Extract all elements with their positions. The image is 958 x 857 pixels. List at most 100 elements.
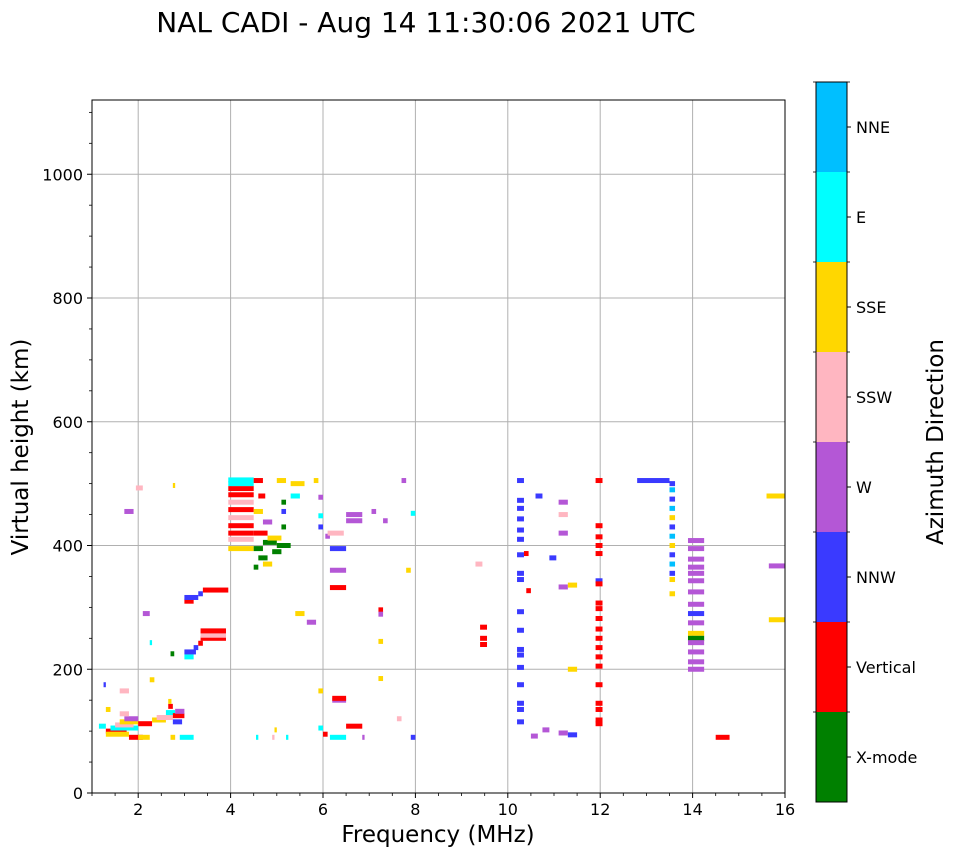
echo-mark-nnw: [669, 496, 676, 502]
echo-mark-w: [687, 649, 705, 655]
echo-mark-vertical: [595, 717, 603, 723]
echo-mark-e: [329, 734, 347, 740]
echo-mark-x-mode: [258, 555, 268, 561]
echo-mark-nnw: [517, 552, 524, 558]
echo-mark-sse: [669, 543, 676, 548]
echo-mark-w: [124, 508, 134, 514]
echo-mark-sse: [669, 577, 676, 583]
echo-mark-sse: [119, 719, 139, 725]
echo-mark-vertical: [253, 530, 268, 536]
echo-mark-sse: [105, 731, 129, 737]
y-tick-label: 400: [52, 537, 83, 556]
echo-mark-vertical: [595, 626, 603, 632]
echo-mark-vertical: [128, 734, 143, 740]
echo-mark-vertical: [523, 551, 529, 557]
echo-mark-w: [687, 546, 705, 552]
echo-mark-nnw: [517, 682, 524, 688]
echo-mark-vertical: [480, 635, 488, 641]
colorbar-segment-x-mode: [816, 712, 847, 802]
colorbar-label-x-mode: X-mode: [856, 748, 917, 767]
echo-mark-sse: [149, 677, 155, 683]
echo-mark-ssw: [119, 688, 129, 694]
x-tick-label: 4: [226, 800, 236, 819]
echo-mark-w: [401, 478, 407, 484]
echo-mark-w: [542, 727, 550, 733]
echo-mark-nnw: [329, 546, 347, 552]
echo-mark-w: [318, 494, 323, 500]
y-tick-label: 600: [52, 413, 83, 432]
echo-mark-sse: [406, 567, 411, 573]
echo-mark-sse: [228, 546, 254, 552]
echo-mark-sse: [253, 508, 263, 514]
colorbar-label-sse: SSE: [856, 298, 886, 317]
echo-mark-e: [149, 640, 153, 646]
echo-mark-vertical: [595, 600, 603, 606]
echo-mark-vertical: [595, 606, 603, 612]
echo-mark-vertical: [200, 635, 226, 641]
echo-mark-x-mode: [276, 543, 291, 548]
echo-mark-nnw: [517, 536, 524, 542]
echo-mark-vertical: [105, 728, 127, 734]
x-tick-label: 2: [133, 800, 143, 819]
echo-mark-sse: [318, 688, 323, 694]
echo-mark-sse: [262, 561, 273, 567]
echo-mark-sse: [276, 478, 287, 484]
colorbar-segment-w: [816, 442, 847, 532]
echo-mark-nnw: [517, 516, 524, 522]
echo-mark-nnw: [410, 734, 416, 740]
echo-mark-vertical: [168, 703, 173, 709]
data-marks: [98, 477, 785, 740]
echo-mark-x-mode: [170, 651, 175, 657]
x-tick-label: 6: [318, 800, 328, 819]
echo-mark-sse: [170, 734, 176, 740]
echo-mark-vertical: [595, 551, 603, 557]
echo-mark-vertical: [526, 588, 531, 594]
echo-mark-e: [256, 734, 259, 740]
echo-mark-w: [362, 734, 365, 740]
x-tick-label: 14: [682, 800, 702, 819]
echo-mark-sse: [669, 515, 676, 521]
x-tick-label: 8: [410, 800, 420, 819]
plot-area-frame: [91, 99, 786, 794]
echo-mark-vertical: [480, 642, 488, 647]
echo-mark-w: [687, 601, 705, 607]
echo-mark-vertical: [332, 695, 347, 701]
colorbar-title: Azimuth Direction: [923, 339, 949, 545]
echo-mark-sse: [267, 535, 282, 541]
echo-mark-w: [558, 499, 568, 505]
echo-mark-vertical: [258, 493, 266, 499]
echo-mark-vertical: [480, 624, 488, 630]
echo-mark-sse: [274, 727, 277, 733]
echo-mark-nnw: [517, 478, 524, 484]
echo-mark-vertical: [595, 543, 603, 548]
echo-mark-nnw: [184, 649, 196, 655]
echo-mark-vertical: [198, 640, 203, 646]
echo-mark-sse: [290, 481, 305, 487]
echo-mark-nne: [669, 533, 676, 539]
echo-mark-x-mode: [253, 546, 263, 552]
chart-title: NAL CADI - Aug 14 11:30:06 2021 UTC: [156, 6, 695, 39]
echo-mark-x-mode: [262, 539, 277, 545]
echo-mark-w: [687, 640, 705, 646]
echo-mark-w: [346, 512, 363, 518]
echo-mark-nnw: [193, 645, 199, 651]
echo-mark-nnw: [184, 594, 199, 600]
echo-mark-vertical: [200, 628, 226, 634]
echo-mark-w: [175, 708, 185, 714]
echo-mark-vertical: [595, 706, 603, 712]
echo-mark-x-mode: [272, 549, 282, 555]
echo-mark-vertical: [202, 587, 229, 593]
echo-mark-nnw: [517, 706, 524, 712]
echo-mark-ssw: [200, 632, 226, 638]
echo-mark-vertical: [138, 721, 153, 727]
echo-mark-w: [687, 659, 705, 665]
echo-mark-sse: [687, 630, 705, 636]
echo-mark-nnw: [549, 555, 557, 561]
echo-mark-w: [346, 518, 363, 524]
echo-mark-vertical: [595, 534, 603, 540]
echo-mark-nnw: [567, 732, 578, 738]
colorbar-segment-e: [816, 172, 847, 262]
echo-mark-sse: [378, 676, 384, 682]
echo-mark-sse: [378, 638, 384, 644]
